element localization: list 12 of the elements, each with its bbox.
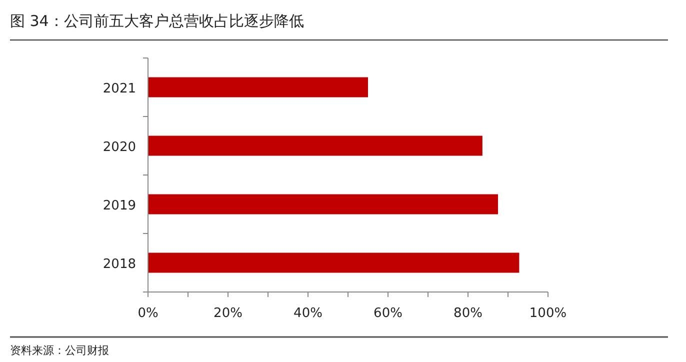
x-tick-label: 100% — [529, 306, 567, 321]
chart-title: 图 34：公司前五大客户总营收占比逐步降低 — [10, 12, 304, 30]
x-tick-label: 0% — [138, 306, 158, 321]
x-tick-label: 40% — [294, 306, 322, 321]
y-tick-label: 2020 — [102, 140, 136, 155]
x-tick-label: 60% — [374, 306, 402, 321]
y-tick-label: 2021 — [102, 81, 136, 96]
y-tick-label: 2018 — [102, 256, 136, 272]
text: 资料来源：公司财报 — [10, 344, 109, 357]
y-tick-label: 2019 — [102, 198, 136, 214]
x-tick-label: 20% — [214, 306, 242, 321]
x-tick-label: 80% — [454, 306, 482, 321]
